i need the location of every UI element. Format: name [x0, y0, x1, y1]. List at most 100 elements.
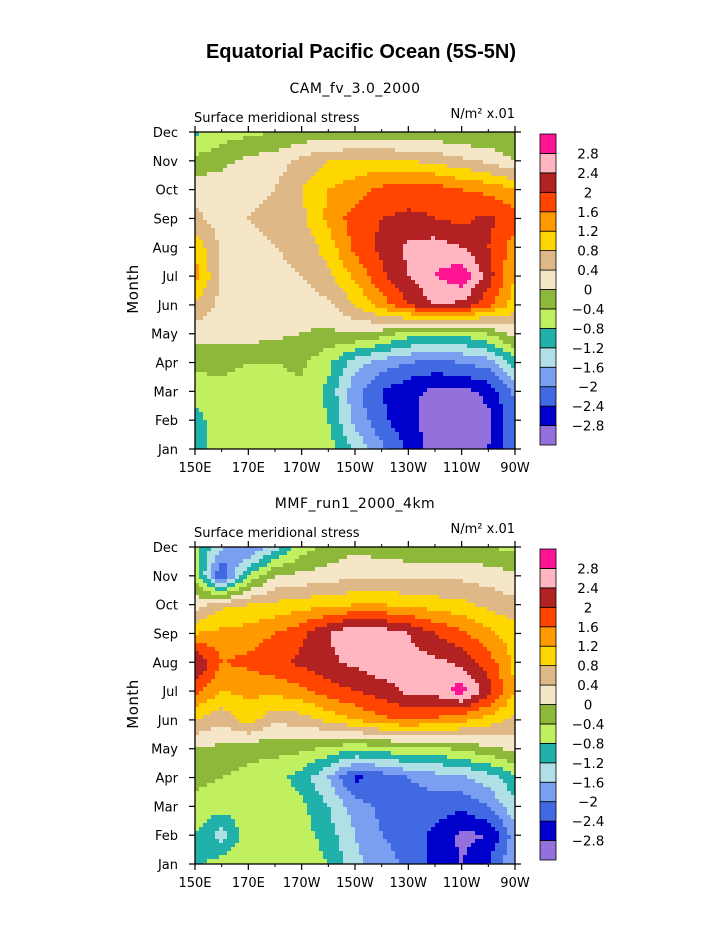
contour-cell: [251, 192, 256, 197]
contour-cell: [335, 132, 340, 137]
contour-cell: [475, 344, 480, 349]
contour-cell: [263, 140, 268, 145]
contour-cell: [415, 212, 420, 217]
contour-cell: [335, 268, 340, 273]
contour-cell: [271, 312, 276, 317]
contour-cell: [211, 144, 216, 149]
contour-cell: [215, 224, 220, 229]
contour-cell: [455, 312, 460, 317]
contour-cell: [195, 220, 200, 225]
contour-cell: [323, 208, 328, 213]
contour-cell: [303, 236, 308, 241]
contour-cell: [415, 356, 420, 361]
contour-cell: [447, 240, 452, 245]
contour-cell: [267, 288, 272, 293]
contour-cell: [275, 300, 280, 305]
contour-cell: [399, 308, 404, 313]
contour-cell: [227, 192, 232, 197]
contour-cell: [211, 340, 216, 345]
contour-cell: [195, 364, 200, 369]
contour-cell: [227, 328, 232, 333]
contour-cell: [219, 248, 224, 253]
contour-cell: [307, 340, 312, 345]
contour-cell: [487, 164, 492, 169]
contour-cell: [475, 304, 480, 309]
contour-cell: [243, 280, 248, 285]
contour-cell: [399, 368, 404, 373]
contour-cell: [347, 276, 352, 281]
contour-cell: [411, 324, 416, 329]
contour-cell: [355, 148, 360, 153]
contour-cell: [359, 160, 364, 165]
contour-cell: [195, 268, 200, 273]
contour-cell: [447, 276, 452, 281]
contour-cell: [319, 180, 324, 185]
contour-cell: [403, 356, 408, 361]
contour-cell: [463, 204, 468, 209]
contour-cell: [451, 176, 456, 181]
contour-cell: [415, 224, 420, 229]
contour-cell: [367, 348, 372, 353]
contour-cell: [287, 208, 292, 213]
contour-cell: [435, 244, 440, 249]
contour-cell: [319, 312, 324, 317]
contour-cell: [223, 288, 228, 293]
contour-cell: [219, 304, 224, 309]
contour-cell: [371, 192, 376, 197]
contour-cell: [507, 144, 512, 149]
contour-cell: [279, 292, 284, 297]
contour-cell: [291, 332, 296, 337]
contour-cell: [491, 240, 496, 245]
contour-cell: [239, 348, 244, 353]
contour-cell: [315, 264, 320, 269]
contour-cell: [199, 328, 204, 333]
contour-cell: [311, 368, 316, 373]
contour-cell: [259, 360, 264, 365]
contour-cell: [447, 248, 452, 253]
contour-cell: [471, 348, 476, 353]
contour-cell: [267, 300, 272, 305]
contour-cell: [471, 360, 476, 365]
contour-cell: [243, 332, 248, 337]
contour-cell: [311, 252, 316, 257]
contour-cell: [283, 136, 288, 141]
contour-cell: [355, 132, 360, 137]
contour-cell: [395, 336, 400, 341]
contour-cell: [311, 328, 316, 333]
contour-cell: [507, 140, 512, 145]
contour-cell: [359, 204, 364, 209]
contour-cell: [407, 244, 412, 249]
contour-cell: [327, 288, 332, 293]
contour-cell: [255, 292, 260, 297]
contour-cell: [303, 244, 308, 249]
contour-cell: [435, 320, 440, 325]
contour-cell: [379, 312, 384, 317]
contour-cell: [231, 308, 236, 313]
contour-cell: [479, 300, 484, 305]
contour-cell: [311, 284, 316, 289]
contour-cell: [459, 144, 464, 149]
contour-cell: [475, 248, 480, 253]
contour-cell: [199, 324, 204, 329]
contour-cell: [459, 184, 464, 189]
contour-cell: [323, 256, 328, 261]
contour-cell: [451, 248, 456, 253]
contour-cell: [511, 156, 516, 161]
contour-cell: [467, 332, 472, 337]
contour-cell: [251, 260, 256, 265]
contour-cell: [319, 140, 324, 145]
contour-cell: [471, 368, 476, 373]
contour-cell: [227, 164, 232, 169]
contour-cell: [311, 244, 316, 249]
contour-cell: [475, 372, 480, 377]
contour-cell: [467, 364, 472, 369]
contour-cell: [463, 352, 468, 357]
contour-cell: [407, 268, 412, 273]
contour-cell: [311, 132, 316, 137]
contour-cell: [267, 132, 272, 137]
contour-cell: [491, 244, 496, 249]
contour-cell: [239, 304, 244, 309]
contour-cell: [487, 296, 492, 301]
contour-cell: [299, 168, 304, 173]
contour-cell: [363, 228, 368, 233]
